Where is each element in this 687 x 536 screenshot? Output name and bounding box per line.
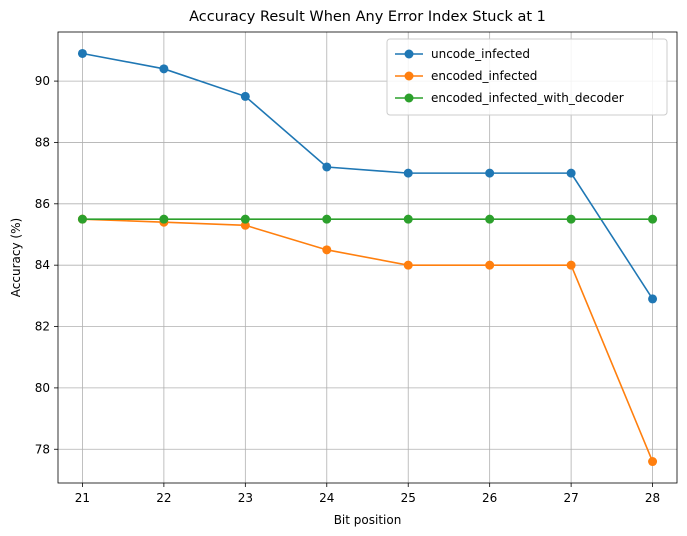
- data-point: [566, 168, 576, 178]
- legend-marker: [404, 71, 414, 81]
- data-point: [403, 214, 413, 224]
- data-point: [322, 214, 332, 224]
- x-tick-label: 21: [75, 491, 90, 505]
- legend: uncode_infected encoded_infected encoded_i…: [386, 38, 668, 116]
- legend-box: [386, 38, 668, 116]
- data-point: [77, 214, 87, 224]
- legend-item: uncode_infected: [395, 47, 530, 61]
- x-tick-label: 25: [401, 491, 416, 505]
- x-tick-label: 26: [482, 491, 497, 505]
- y-axis-ticks: 78 80 82 84 86 88 90: [35, 74, 58, 456]
- legend-label: encoded_infected: [431, 69, 537, 83]
- data-point: [403, 168, 413, 178]
- x-tick-label: 28: [645, 491, 660, 505]
- plot-frame: [57, 31, 678, 484]
- series-encoded_infected_with_decoder: [77, 214, 658, 224]
- y-tick-label: 86: [35, 197, 50, 211]
- data-point: [648, 214, 658, 224]
- legend-item: encoded_infected_with_decoder: [395, 91, 624, 105]
- data-point: [485, 214, 495, 224]
- data-point: [566, 214, 576, 224]
- x-axis-ticks: 21 22 23 24 25 26 27 28: [75, 483, 660, 505]
- data-point: [159, 64, 169, 74]
- y-tick-label: 88: [35, 135, 50, 149]
- data-point: [159, 214, 169, 224]
- y-tick-label: 80: [35, 381, 50, 395]
- data-point: [566, 260, 576, 270]
- legend-marker: [404, 49, 414, 59]
- series-uncode_infected: [77, 48, 658, 304]
- data-point: [322, 245, 332, 255]
- data-point: [240, 214, 250, 224]
- chart-title: Accuracy Result When Any Error Index Stu…: [189, 9, 546, 25]
- data-point: [403, 260, 413, 270]
- legend-marker: [404, 93, 414, 103]
- x-tick-label: 24: [319, 491, 334, 505]
- y-axis-label: Accuracy (%): [9, 218, 23, 297]
- x-tick-label: 27: [563, 491, 578, 505]
- data-point: [322, 162, 332, 172]
- data-point: [485, 168, 495, 178]
- legend-label: encoded_infected_with_decoder: [431, 91, 624, 105]
- data-point: [240, 91, 250, 101]
- data-point: [77, 48, 87, 58]
- y-tick-label: 78: [35, 442, 50, 456]
- legend-item: encoded_infected: [395, 69, 537, 83]
- data-point: [485, 260, 495, 270]
- y-tick-label: 84: [35, 258, 50, 272]
- data-point: [648, 457, 658, 467]
- legend-label: uncode_infected: [431, 47, 530, 61]
- x-axis-label: Bit position: [334, 513, 402, 527]
- series-group: [77, 48, 658, 467]
- data-point: [648, 294, 658, 304]
- series-encoded_infected: [77, 214, 658, 467]
- y-tick-label: 82: [35, 320, 50, 334]
- series-line: [82, 52, 654, 300]
- x-tick-label: 22: [156, 491, 171, 505]
- y-tick-label: 90: [35, 74, 50, 88]
- series-line: [82, 218, 654, 462]
- x-tick-label: 23: [238, 491, 253, 505]
